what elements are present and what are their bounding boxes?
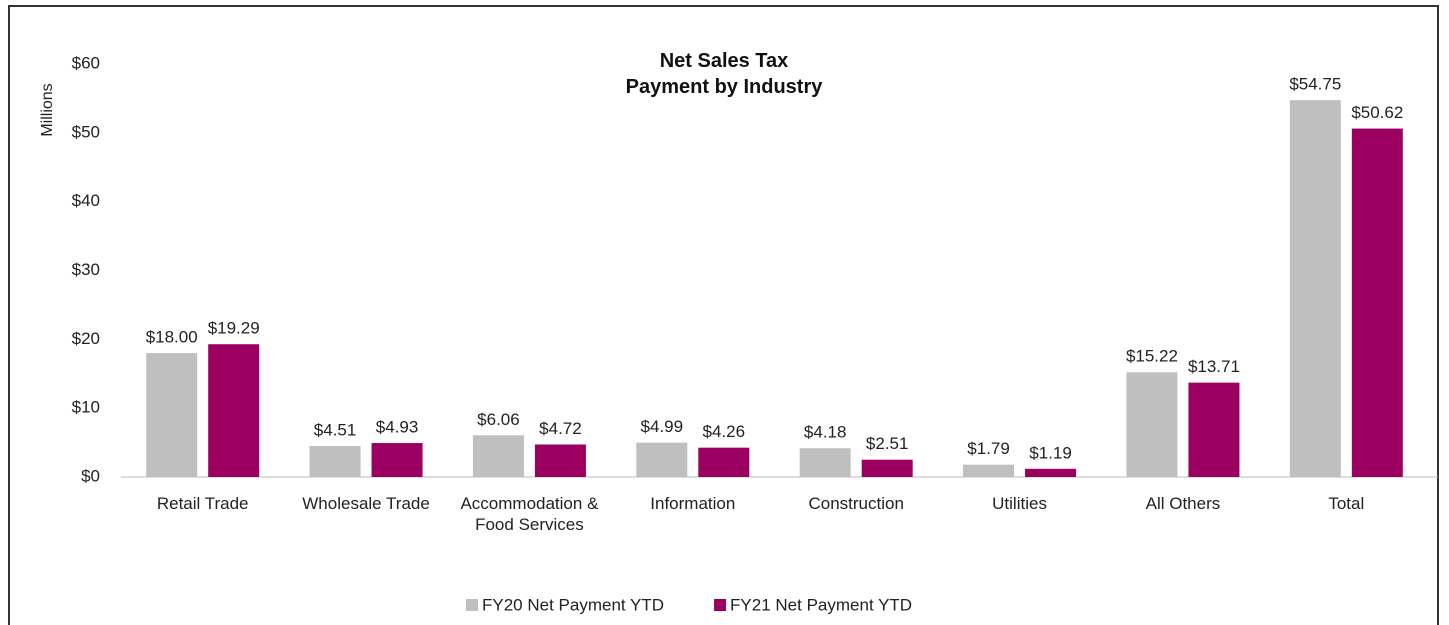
bar [799,448,851,477]
value-label: $1.79 [967,439,1010,458]
bar [1126,372,1178,477]
bar [371,443,423,477]
y-tick-label: $30 [72,260,100,279]
value-label: $4.51 [314,420,357,439]
value-label: $4.99 [641,417,684,436]
x-tick-label: Wholesale Trade [302,494,430,513]
value-label: $19.29 [208,319,260,338]
y-tick-label: $0 [81,466,100,485]
value-label: $50.62 [1351,103,1403,122]
value-label: $1.19 [1029,443,1072,462]
value-label: $13.71 [1188,357,1240,376]
y-tick-label: $10 [72,398,100,417]
y-axis-label: Millions [39,83,56,136]
y-tick-label: $50 [72,122,100,141]
value-label: $6.06 [477,410,520,429]
y-tick-label: $60 [72,53,100,72]
bar [698,447,750,477]
y-tick-label: $40 [72,191,100,210]
bar [861,459,913,477]
bar [636,442,688,477]
bar [534,444,586,477]
bar [1025,468,1077,477]
bar [1188,382,1240,477]
x-tick-label: Construction [808,494,904,513]
x-tick-label: Utilities [992,494,1047,513]
value-label: $4.72 [539,419,582,438]
bar [1289,100,1341,477]
bar [1351,128,1403,477]
value-label: $4.93 [376,418,419,437]
value-label: $4.18 [804,423,847,442]
bar [208,344,260,477]
chart-title: Net Sales Tax Payment by Industry [625,50,823,98]
bar [472,435,524,477]
chart-frame [8,5,1439,625]
value-label: $4.26 [703,422,746,441]
value-label: $15.22 [1126,347,1178,366]
x-tick-label: Total [1328,494,1365,513]
bar [146,353,198,477]
value-label: $18.00 [146,328,198,347]
x-tick-label: Retail Trade [156,494,249,513]
x-tick-label: Accommodation & Food Services [460,494,599,534]
x-tick-label: All Others [1145,494,1221,513]
bar [963,464,1015,477]
y-tick-label: $20 [72,329,100,348]
legend-swatch [466,599,478,611]
bar [309,445,361,477]
legend-label: FY21 Net Payment YTD [730,595,912,614]
x-tick-label: Information [650,494,736,513]
value-label: $54.75 [1289,75,1341,94]
legend-swatch [714,599,727,611]
legend-label: FY20 Net Payment YTD [482,595,664,614]
value-label: $2.51 [866,434,909,453]
